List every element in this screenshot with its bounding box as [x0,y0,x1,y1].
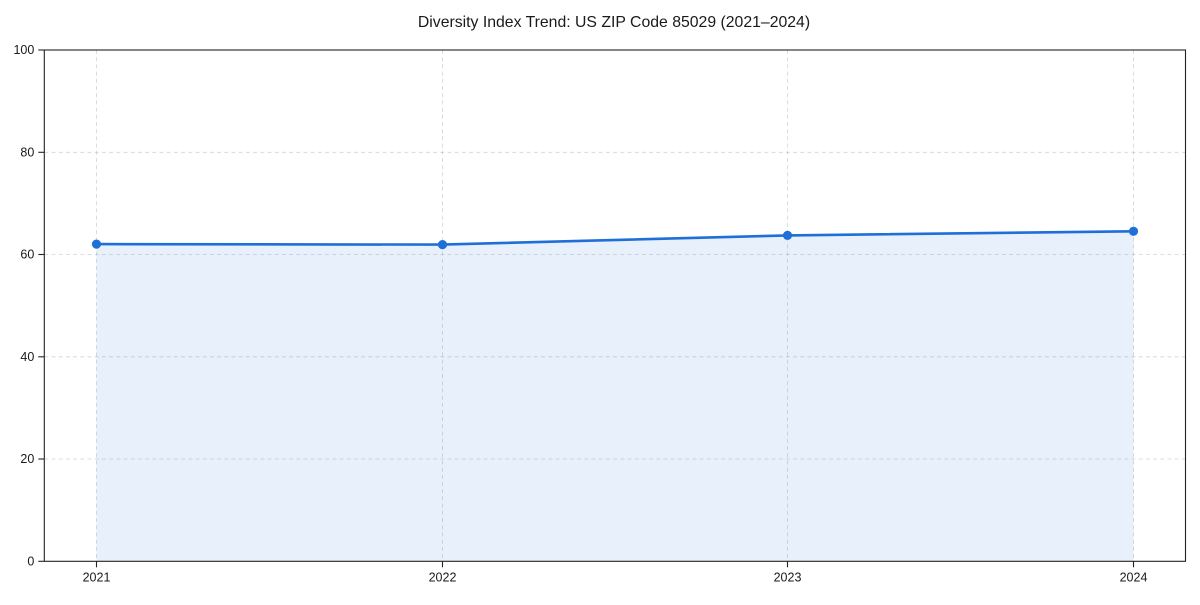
svg-text:80: 80 [20,145,34,159]
svg-text:2021: 2021 [83,570,111,584]
svg-text:2024: 2024 [1120,570,1148,584]
svg-text:2022: 2022 [429,570,457,584]
svg-text:60: 60 [20,248,34,262]
svg-text:Diversity Index Trend: US ZIP: Diversity Index Trend: US ZIP Code 85029… [418,14,810,31]
svg-text:2023: 2023 [774,570,802,584]
svg-text:20: 20 [20,452,34,466]
svg-text:100: 100 [13,43,34,57]
svg-text:0: 0 [27,554,34,568]
svg-text:40: 40 [20,350,34,364]
